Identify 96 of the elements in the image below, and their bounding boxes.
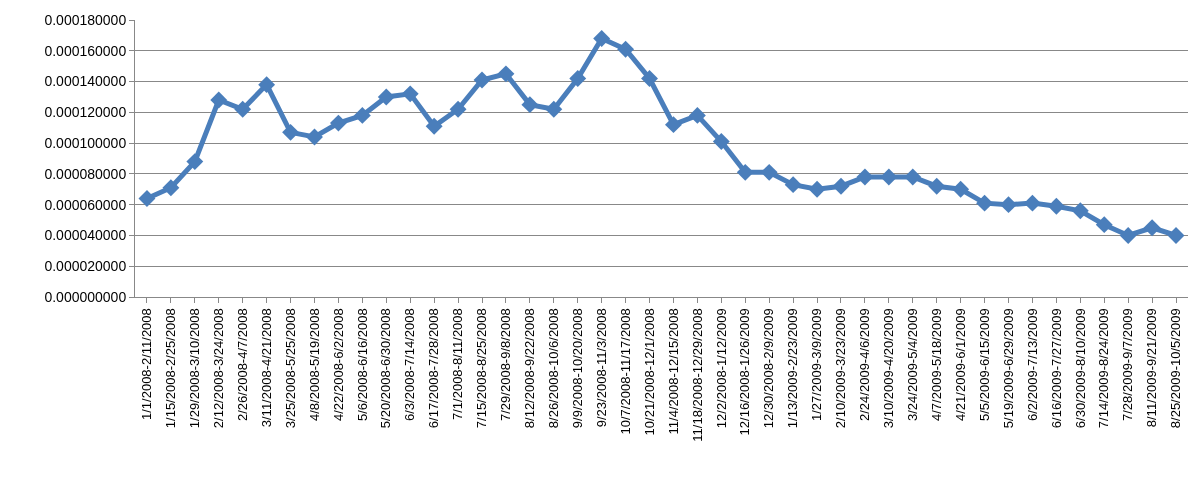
x-tick-label: 7/29/2008-9/8/2008	[498, 308, 514, 421]
point	[569, 70, 587, 87]
x-tick-label: 12/2/2008-1/12/2009	[713, 308, 729, 429]
y-tick-label: 0.000020000	[44, 258, 127, 275]
x-tick-label: 1/15/2008-2/25/2008	[163, 308, 179, 429]
y-tick-label: 0.000180000	[44, 11, 127, 28]
x-tick-label: 1/13/2009-2/23/2009	[785, 308, 801, 429]
point	[258, 76, 276, 94]
point	[377, 88, 395, 106]
x-tick-label: 4/7/2009-5/18/2009	[928, 308, 944, 421]
y-tick-label: 0.000120000	[44, 104, 127, 121]
x-tick-label: 3/10/2009-4/20/2009	[881, 308, 897, 429]
x-tick-label: 1/27/2009-3/9/2009	[809, 308, 825, 421]
y-tick-label: 0.000140000	[44, 73, 127, 90]
point	[928, 177, 946, 195]
point	[306, 128, 323, 146]
point	[210, 91, 228, 109]
point	[1095, 216, 1113, 234]
point	[449, 100, 467, 118]
x-tick-label: 2/26/2008-4/7/2008	[234, 308, 250, 421]
x-tick-label: 6/17/2008-7/28/2008	[426, 308, 442, 429]
point	[976, 194, 994, 212]
x-tick-label: 1/29/2008-3/10/2008	[187, 308, 203, 429]
point	[162, 179, 180, 197]
point	[665, 116, 682, 134]
point	[425, 117, 443, 135]
y-tick-label: 0.000080000	[44, 165, 127, 182]
point	[832, 177, 850, 195]
point	[760, 163, 778, 181]
point	[545, 100, 563, 118]
x-tick-label: 9/23/2008-11/3/2008	[593, 308, 609, 428]
x-tick-label: 6/2/2009-7/13/2009	[1024, 308, 1040, 421]
x-tick-label: 3/25/2008-5/25/2008	[282, 308, 298, 429]
point	[473, 71, 491, 89]
point	[712, 133, 730, 151]
x-tick-label: 1/1/2008-2/11/2008	[139, 308, 155, 421]
x-tick-label: 7/15/2008-8/25/2008	[474, 308, 490, 429]
point	[1119, 226, 1137, 244]
x-tick-label: 6/30/2009-8/10/2009	[1072, 308, 1088, 429]
x-tick-label: 7/1/2008-8/11/2008	[450, 308, 466, 421]
point	[736, 163, 754, 181]
x-tick-label: 6/3/2008-7/14/2008	[402, 308, 418, 421]
x-tick-label: 5/20/2008-6/30/2008	[378, 308, 394, 429]
point	[904, 168, 922, 186]
point	[521, 96, 539, 114]
point	[353, 106, 371, 124]
x-tick-label: 4/22/2008-6/2/2008	[330, 308, 346, 421]
point	[617, 40, 635, 58]
point	[234, 100, 252, 118]
point	[1000, 196, 1017, 214]
x-tick-label: 2/24/2009-4/6/2009	[857, 308, 873, 421]
point	[688, 106, 706, 124]
point	[593, 30, 611, 47]
point	[784, 176, 802, 194]
y-tick-label: 0.000100000	[44, 135, 127, 152]
x-tick-label: 6/16/2009-7/27/2009	[1048, 308, 1064, 429]
x-tick-label: 8/25/2009-10/5/2009	[1168, 308, 1184, 429]
y-tick-label: 0.000000000	[44, 288, 127, 305]
x-tick-label: 8/26/2008-10/6/2008	[546, 308, 562, 429]
point	[1071, 202, 1089, 220]
x-tick-label: 8/11/2009-9/21/2009	[1144, 308, 1160, 428]
x-tick-label: 7/28/2009-9/7/2009	[1120, 308, 1136, 421]
x-tick-label: 4/8/2008-5/19/2008	[306, 308, 322, 421]
y-tick-label: 0.000040000	[44, 227, 127, 244]
x-tick-label: 5/6/2008-6/16/2008	[354, 308, 370, 421]
point	[1143, 219, 1161, 237]
x-tick-label: 3/11/2008-4/21/2008	[258, 308, 274, 428]
x-tick-label: 4/21/2009-6/1/2009	[952, 308, 968, 421]
point	[641, 70, 658, 87]
point	[952, 180, 970, 198]
point	[282, 123, 300, 141]
x-tick-label: 3/24/2009-5/4/2009	[905, 308, 921, 421]
point	[329, 114, 347, 132]
point	[138, 190, 156, 207]
x-tick-label: 12/30/2008-2/9/2009	[761, 308, 777, 429]
x-tick-label: 12/16/2008-1/26/2009	[737, 308, 753, 436]
x-tick-label: 11/18/2008-12/29/2008	[689, 308, 705, 442]
x-tick-label: 10/21/2008-12/1/2008	[641, 308, 657, 436]
point	[808, 180, 826, 198]
x-tick-label: 7/14/2009-8/24/2009	[1096, 308, 1112, 429]
point	[1047, 197, 1065, 215]
x-tick-label: 9/9/2008-10/20/2008	[569, 308, 585, 429]
x-tick-label: 2/12/2008-3/24/2008	[210, 308, 226, 429]
y-tick-label: 0.000060000	[44, 196, 127, 213]
y-tick-label: 0.000160000	[44, 42, 127, 59]
point	[401, 85, 419, 103]
x-tick-label: 5/19/2009-6/29/2009	[1000, 308, 1016, 429]
point	[497, 65, 515, 83]
x-tick-label: 5/5/2009-6/15/2009	[976, 308, 992, 421]
point	[1167, 226, 1185, 244]
x-tick-label: 11/4/2008-12/15/2008	[665, 308, 681, 435]
point	[186, 153, 204, 171]
point	[856, 168, 874, 186]
x-tick-label: 8/12/2008-9/22/2008	[522, 308, 538, 429]
x-tick-label: 10/7/2008-11/17/2008	[617, 308, 633, 435]
x-tick-label: 2/10/2009-3/23/2009	[833, 308, 849, 429]
